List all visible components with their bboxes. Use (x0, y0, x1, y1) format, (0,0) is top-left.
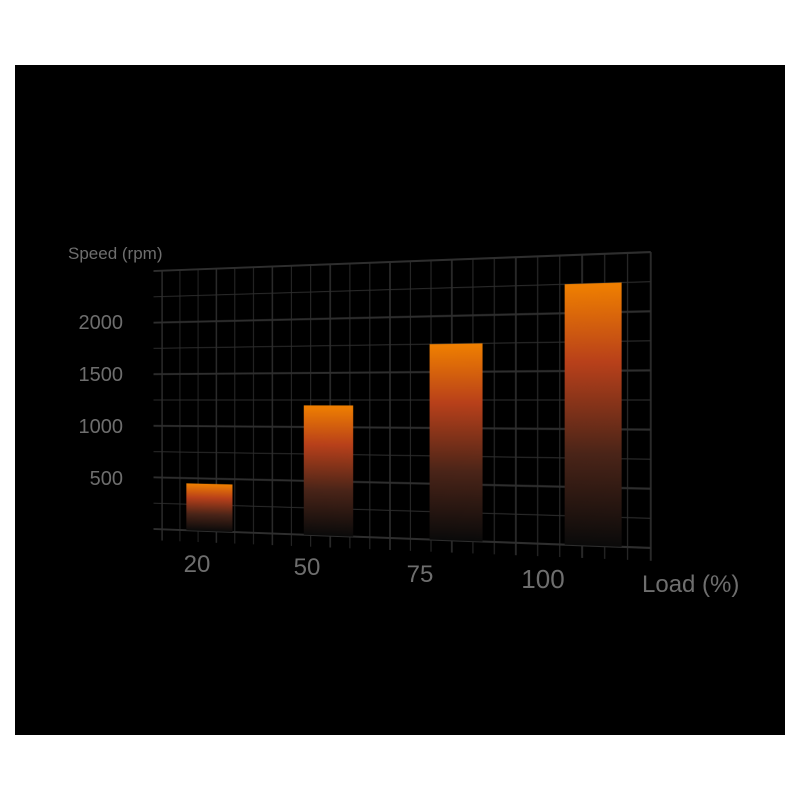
y-tick-label: 1000 (78, 416, 124, 438)
x-axis-title: Load (%) (642, 571, 740, 598)
x-tick-label: 20 (183, 551, 211, 578)
bar-20 (186, 483, 233, 532)
y-tick-label: 500 (89, 468, 123, 490)
x-tick-label: 75 (406, 561, 434, 588)
chart-panel (15, 65, 785, 735)
bar-100 (564, 282, 622, 547)
y-tick-label: 2000 (78, 312, 124, 334)
y-axis-title: Speed (rpm) (68, 244, 163, 263)
y-tick-label: 1500 (78, 364, 124, 386)
bar-50 (303, 405, 354, 537)
bars (186, 282, 622, 547)
chart-plot (128, 227, 673, 572)
bar-75 (429, 343, 483, 542)
gridline-horizontal (154, 252, 651, 271)
grid (154, 252, 651, 561)
x-tick-label: 100 (521, 564, 565, 594)
x-tick-label: 50 (293, 554, 321, 581)
